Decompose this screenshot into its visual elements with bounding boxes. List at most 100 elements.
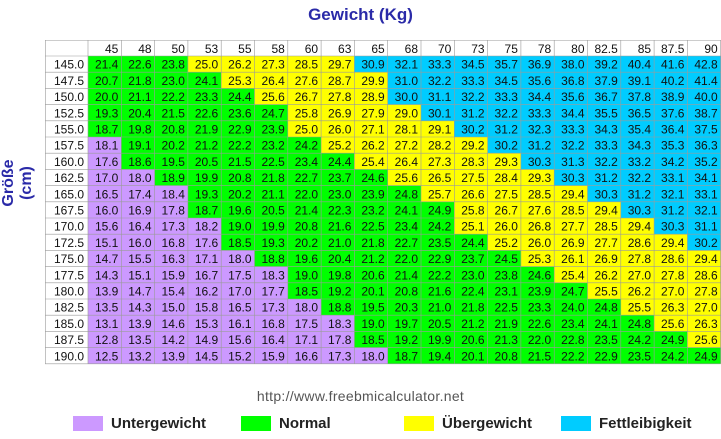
heatmap-cell [287, 153, 322, 170]
heatmap-cell [287, 137, 322, 154]
cell-value-label: 22.2 [428, 268, 452, 282]
cell-value-label: 22.4 [461, 285, 485, 299]
x-tick-label: 68 [405, 42, 419, 56]
cell-value-label: 16.0 [95, 204, 119, 218]
heatmap-cell [121, 234, 155, 251]
heatmap-cell [254, 185, 288, 202]
heatmap-cell [354, 347, 388, 364]
legend-swatch-obese [561, 416, 591, 431]
heatmap-cell [121, 104, 155, 121]
heatmap-cell [687, 88, 721, 105]
heatmap-cell [121, 266, 155, 283]
cell-value-label: 32.2 [628, 171, 652, 185]
cell-value-label: 13.1 [95, 317, 119, 331]
row-label-bg [45, 56, 88, 364]
cell-value-label: 15.9 [261, 349, 285, 363]
heatmap-cell [687, 104, 721, 121]
heatmap-cell [387, 315, 421, 332]
heatmap-cell [154, 104, 188, 121]
heatmap-cell [254, 201, 288, 218]
cell-value-label: 31.1 [428, 90, 452, 104]
heatmap-cell [487, 315, 521, 332]
heatmap-cell [587, 153, 621, 170]
heatmap-cell [587, 347, 621, 364]
heatmap-cell [454, 169, 488, 186]
cell-value-label: 33.3 [594, 139, 618, 153]
cell-value-label: 15.9 [162, 268, 186, 282]
heatmap-cell [421, 266, 455, 283]
heatmap-cell [554, 72, 588, 89]
heatmap-cell [187, 282, 222, 299]
cell-value-label: 18.1 [95, 139, 119, 153]
cell-value-label: 36.5 [628, 106, 652, 120]
heatmap-cell [487, 56, 521, 73]
heatmap-cell [287, 56, 322, 73]
heatmap-cell [654, 299, 688, 316]
cell-value-label: 36.8 [561, 74, 585, 88]
cell-value-label: 38.0 [561, 58, 585, 72]
cell-value-label: 25.8 [295, 106, 319, 120]
cell-value-label: 36.3 [694, 139, 718, 153]
cell-value-label: 18.3 [328, 317, 352, 331]
heatmap-cell [354, 250, 388, 267]
heatmap-cell [487, 88, 521, 105]
cell-value-label: 23.7 [461, 252, 485, 266]
cell-value-label: 26.4 [395, 155, 419, 169]
heatmap-cell [520, 266, 555, 283]
heatmap-cell [387, 56, 421, 73]
heatmap-cell [654, 120, 688, 137]
cell-value-label: 25.6 [694, 333, 718, 347]
cell-value-label: 21.2 [361, 252, 385, 266]
heatmap-cell [487, 169, 521, 186]
cell-value-label: 19.6 [295, 252, 319, 266]
heatmap-cell [520, 299, 555, 316]
cell-value-label: 37.8 [628, 90, 652, 104]
heatmap-cell [321, 250, 355, 267]
cell-value-label: 16.1 [228, 317, 252, 331]
heatmap-cell [88, 201, 122, 218]
cell-value-label: 21.6 [428, 285, 452, 299]
cell-value-label: 35.4 [628, 123, 652, 137]
cell-value-label: 37.5 [694, 123, 718, 137]
heatmap-cell [221, 120, 255, 137]
heatmap-cell [687, 266, 721, 283]
cell-value-label: 21.1 [128, 90, 152, 104]
cell-value-label: 20.8 [228, 171, 252, 185]
cell-value-label: 21.5 [228, 155, 252, 169]
cell-value-label: 42.8 [694, 58, 718, 72]
heatmap-cell [254, 72, 288, 89]
heatmap-cell [454, 347, 488, 364]
heatmap-cell [88, 218, 122, 235]
heatmap-cell [187, 331, 222, 348]
cell-value-label: 29.0 [395, 106, 419, 120]
cell-value-label: 40.0 [694, 90, 718, 104]
heatmap-cell [554, 153, 588, 170]
cell-value-label: 17.6 [95, 155, 119, 169]
heatmap-cell [121, 120, 155, 137]
heatmap-cell [254, 331, 288, 348]
cell-value-label: 21.8 [261, 171, 285, 185]
x-tick-label: 53 [205, 42, 219, 56]
y-tick-label: 147.5 [54, 74, 84, 88]
heatmap-cell [287, 331, 322, 348]
cell-value-label: 18.7 [95, 123, 119, 137]
legend-label-underweight: Untergewicht [111, 415, 207, 432]
cell-value-label: 18.0 [228, 252, 252, 266]
cell-value-label: 21.0 [428, 301, 452, 315]
y-tick-label: 190.0 [54, 349, 84, 363]
cell-value-label: 16.8 [261, 317, 285, 331]
cell-value-label: 24.1 [395, 204, 419, 218]
heatmap-cell [554, 266, 588, 283]
heatmap-cell [421, 218, 455, 235]
heatmap-cell [287, 120, 322, 137]
cell-value-label: 28.5 [295, 58, 319, 72]
cell-value-label: 24.2 [428, 220, 452, 234]
cell-value-label: 26.0 [528, 236, 552, 250]
x-tick-label: 60 [305, 42, 319, 56]
cell-value-label: 32.1 [694, 204, 718, 218]
cell-value-label: 32.3 [528, 123, 552, 137]
heatmap-cell [321, 88, 355, 105]
heatmap-cell [187, 250, 222, 267]
heatmap-cell [221, 266, 255, 283]
heatmap-cell [154, 218, 188, 235]
